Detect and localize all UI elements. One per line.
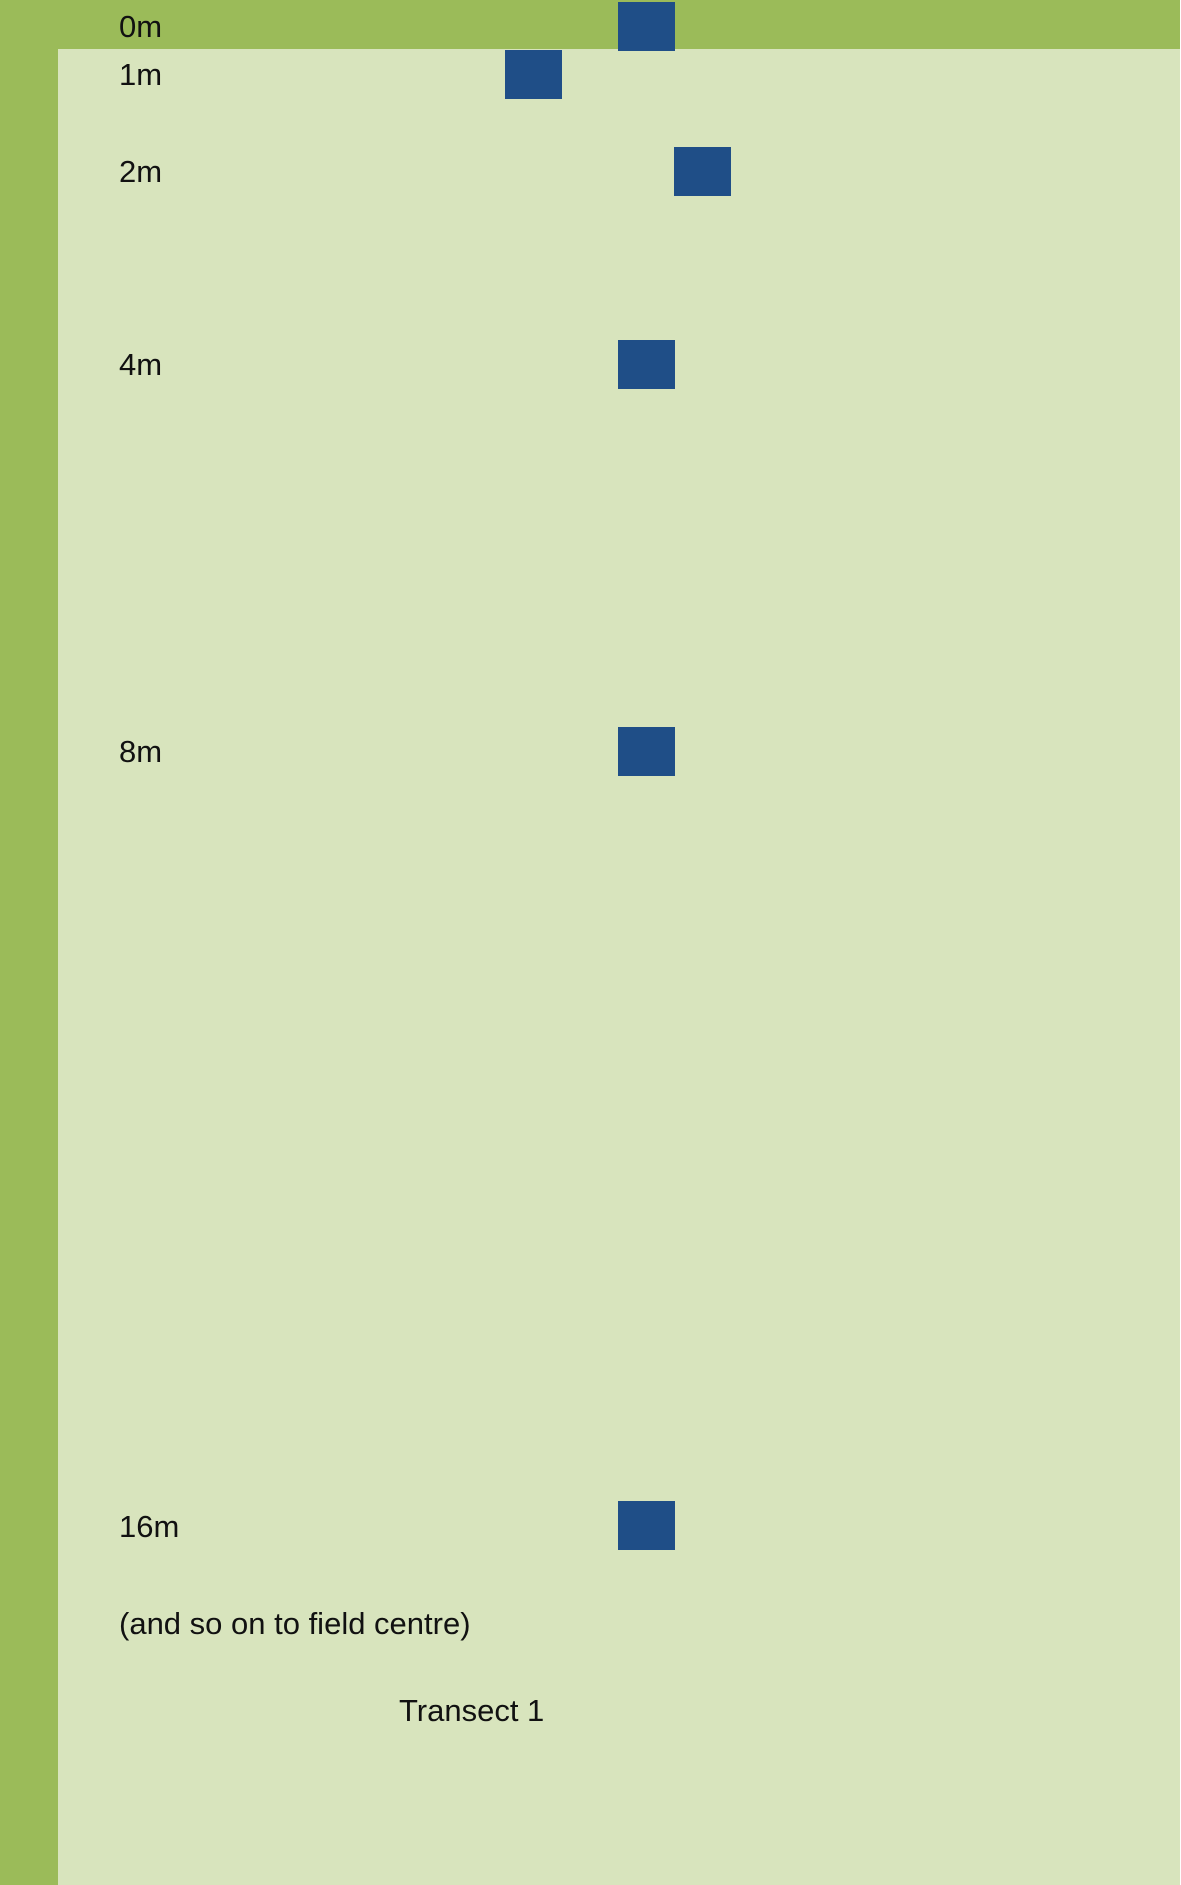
distance-label-16m: 16m [119, 1509, 180, 1544]
distance-label-1m: 1m [119, 57, 163, 92]
distance-label-0m: 0m [119, 9, 163, 44]
distance-label-8m: 8m [119, 734, 163, 769]
quadrat-0m [618, 2, 675, 51]
quadrat-16m [618, 1501, 675, 1550]
transect-caption: Transect 1 [399, 1693, 545, 1728]
field-edge-left [0, 0, 58, 1885]
quadrat-1m [505, 50, 562, 99]
quadrat-8m [618, 727, 675, 776]
distance-label-2m: 2m [119, 154, 163, 189]
continuation-note: (and so on to field centre) [119, 1606, 471, 1641]
field-edge-top [0, 0, 1180, 49]
quadrat-2m [674, 147, 731, 196]
distance-label-4m: 4m [119, 347, 163, 382]
quadrat-4m [618, 340, 675, 389]
